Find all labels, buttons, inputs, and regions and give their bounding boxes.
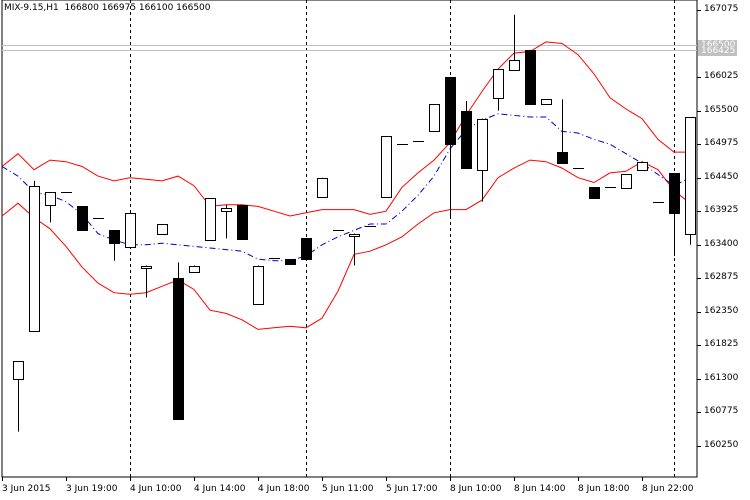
y-axis-label: 162350 bbox=[704, 305, 739, 316]
candle-bear[interactable] bbox=[77, 206, 88, 231]
middle-line bbox=[1, 113, 691, 262]
candle-bull[interactable] bbox=[317, 178, 328, 198]
x-axis-label: 4 Jun 10:00 bbox=[130, 484, 182, 494]
candle-bull[interactable] bbox=[189, 266, 200, 273]
y-axis-label: 160775 bbox=[704, 406, 739, 417]
candle-bull[interactable] bbox=[157, 224, 168, 235]
ask-price-tag: 166500 bbox=[698, 40, 737, 50]
candle-bull[interactable] bbox=[253, 266, 264, 305]
y-axis-label: 161300 bbox=[704, 372, 739, 383]
candle-bull[interactable] bbox=[429, 104, 440, 132]
candle-bear[interactable] bbox=[461, 111, 472, 169]
candle-bull[interactable] bbox=[125, 213, 136, 248]
candle-bear[interactable] bbox=[301, 238, 312, 260]
x-axis-label: 8 Jun 18:00 bbox=[578, 484, 630, 494]
y-axis-label: 163925 bbox=[704, 205, 739, 216]
candle-bull[interactable] bbox=[381, 136, 392, 198]
candle-bull[interactable] bbox=[509, 60, 520, 71]
y-axis-label: 163400 bbox=[704, 238, 739, 249]
candle-bull[interactable] bbox=[621, 174, 632, 189]
candle-bear[interactable] bbox=[109, 230, 120, 244]
x-axis-label: 4 Jun 18:00 bbox=[258, 484, 310, 494]
x-axis-label: 3 Jun 2015 bbox=[2, 484, 51, 494]
y-axis-label: 161825 bbox=[704, 339, 739, 350]
x-axis-label: 3 Jun 19:00 bbox=[66, 484, 118, 494]
candle-bull[interactable] bbox=[13, 361, 24, 380]
x-axis-label: 8 Jun 10:00 bbox=[450, 484, 502, 494]
y-axis-label: 166025 bbox=[704, 71, 739, 82]
candle-bear[interactable] bbox=[285, 259, 296, 265]
y-axis-label: 160250 bbox=[704, 440, 739, 450]
x-axis-label: 4 Jun 14:00 bbox=[194, 484, 246, 494]
candle-bull[interactable] bbox=[205, 198, 216, 241]
candle-bear[interactable] bbox=[525, 50, 536, 105]
y-axis-label: 162875 bbox=[704, 272, 739, 283]
upper-band-line bbox=[1, 41, 690, 217]
x-axis-label: 5 Jun 11:00 bbox=[322, 484, 374, 494]
candle-bull[interactable] bbox=[141, 266, 152, 269]
y-axis-label: 167075 bbox=[704, 4, 739, 14]
plot-frame bbox=[1, 0, 698, 478]
x-axis-label: 8 Jun 22:00 bbox=[642, 484, 694, 494]
candle-bull[interactable] bbox=[685, 117, 696, 235]
x-axis-label: 8 Jun 14:00 bbox=[514, 484, 566, 494]
candle-bull[interactable] bbox=[45, 192, 56, 206]
candle-bear[interactable] bbox=[589, 187, 600, 199]
y-axis-label: 164450 bbox=[704, 171, 739, 182]
x-axis-label: 5 Jun 17:00 bbox=[386, 484, 438, 494]
candle-bull[interactable] bbox=[221, 208, 232, 212]
candle-bear[interactable] bbox=[669, 173, 680, 214]
y-axis-label: 165500 bbox=[704, 104, 739, 115]
candle-bull[interactable] bbox=[493, 69, 504, 99]
candle-bear[interactable] bbox=[173, 278, 184, 420]
candle-bull[interactable] bbox=[29, 186, 40, 332]
candle-bear[interactable] bbox=[557, 152, 568, 164]
lower-band-line bbox=[1, 159, 691, 330]
y-axis-label: 164975 bbox=[704, 138, 739, 149]
candle-bull[interactable] bbox=[349, 234, 360, 237]
candle-bear[interactable] bbox=[237, 205, 248, 240]
candle-bull[interactable] bbox=[477, 119, 488, 171]
chart-title: MIX-9.15,H1 166800 166975 166100 166500 bbox=[4, 3, 211, 13]
bid-price-tag: 166425 bbox=[698, 46, 737, 56]
candle-bull[interactable] bbox=[637, 162, 648, 171]
candle-bull[interactable] bbox=[541, 99, 552, 105]
candle-bear[interactable] bbox=[445, 77, 456, 145]
